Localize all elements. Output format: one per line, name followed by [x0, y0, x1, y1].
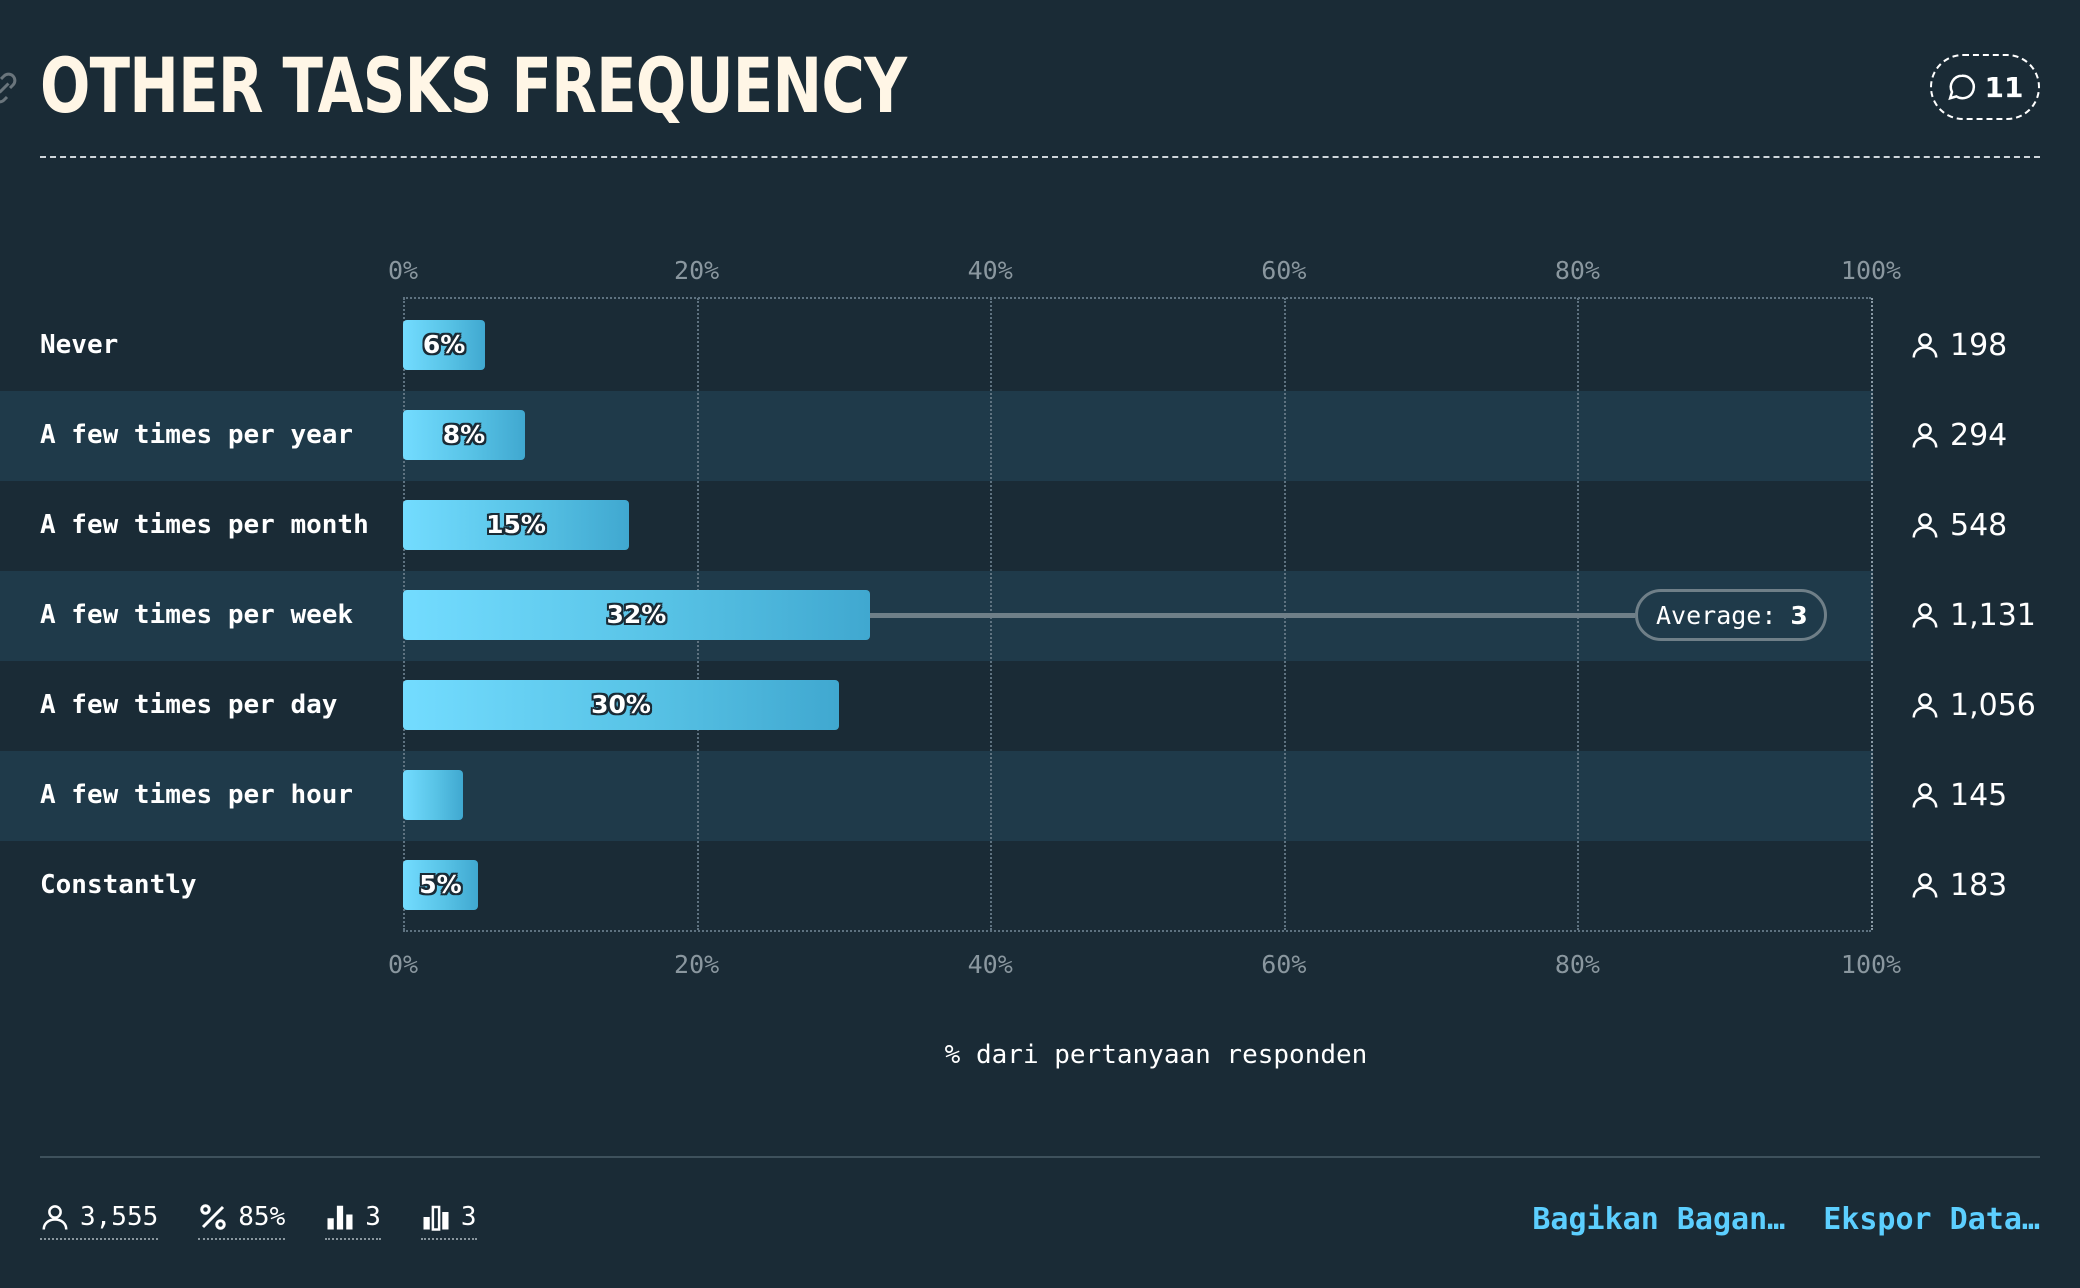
- bar[interactable]: [403, 770, 463, 820]
- respondent-count-value: 183: [1950, 868, 2007, 903]
- footer-divider: [40, 1156, 2040, 1158]
- x-tick-label-top: 60%: [1261, 256, 1306, 285]
- category-label: A few times per hour: [40, 780, 353, 810]
- x-tick-label-top: 20%: [674, 256, 719, 285]
- x-tick-label-top: 100%: [1841, 256, 1901, 285]
- respondent-count-value: 198: [1950, 328, 2007, 363]
- respondent-count-value: 145: [1950, 778, 2007, 813]
- user-icon: [1910, 510, 1940, 540]
- user-icon: [1910, 420, 1940, 450]
- category-label: A few times per year: [40, 420, 353, 450]
- bar-chart-icon: [325, 1202, 355, 1232]
- category-label: Constantly: [40, 870, 197, 900]
- footer-stats: 3,555 85% 3 3: [40, 1202, 477, 1240]
- median-value: 3: [461, 1202, 477, 1232]
- respondent-count-value: 548: [1950, 508, 2007, 543]
- respondents-value: 3,555: [80, 1202, 158, 1232]
- bar-value-label: 6%: [423, 320, 465, 370]
- mean-stat[interactable]: 3: [325, 1202, 381, 1240]
- bar-value-label: 32%: [606, 590, 666, 640]
- average-line: [870, 613, 1635, 618]
- export-data-link[interactable]: Ekspor Data…: [1823, 1202, 2040, 1237]
- respondent-count: 145: [1910, 777, 2007, 813]
- respondent-count: 198: [1910, 327, 2007, 363]
- x-tick-label-top: 80%: [1555, 256, 1600, 285]
- average-label: Average:: [1656, 601, 1776, 630]
- x-axis-title: % dari pertanyaan responden: [0, 1040, 2080, 1070]
- footer-actions: Bagikan Bagan… Ekspor Data…: [1532, 1202, 2040, 1237]
- user-icon: [1910, 690, 1940, 720]
- category-label: A few times per week: [40, 600, 353, 630]
- respondent-count: 1,131: [1910, 597, 2036, 633]
- respondent-count: 548: [1910, 507, 2007, 543]
- respondent-count-value: 1,056: [1950, 688, 2036, 723]
- bar-value-label: 8%: [443, 410, 485, 460]
- gridline: [1871, 298, 1873, 930]
- average-marker[interactable]: Average: 3: [1635, 589, 1827, 641]
- x-tick-label-bottom: 0%: [388, 950, 418, 979]
- x-tick-label-bottom: 60%: [1261, 950, 1306, 979]
- plot-frame-bottom: [403, 930, 1871, 932]
- x-tick-label-bottom: 80%: [1555, 950, 1600, 979]
- median-stat[interactable]: 3: [421, 1202, 477, 1240]
- x-tick-label-top: 40%: [968, 256, 1013, 285]
- respondent-count: 294: [1910, 417, 2007, 453]
- user-icon: [1910, 330, 1940, 360]
- bar-chart-alt-icon: [421, 1202, 451, 1232]
- bar-value-label: 15%: [486, 500, 546, 550]
- user-icon: [40, 1202, 70, 1232]
- respondents-stat[interactable]: 3,555: [40, 1202, 158, 1240]
- x-tick-label-bottom: 40%: [968, 950, 1013, 979]
- percent-stat[interactable]: 85%: [198, 1202, 285, 1240]
- category-label: A few times per day: [40, 690, 337, 720]
- share-chart-link[interactable]: Bagikan Bagan…: [1532, 1202, 1785, 1237]
- percent-value: 85%: [238, 1202, 285, 1232]
- user-icon: [1910, 780, 1940, 810]
- user-icon: [1910, 600, 1940, 630]
- average-value: 3: [1790, 601, 1807, 630]
- bar-value-label: 30%: [591, 680, 651, 730]
- x-tick-label-bottom: 20%: [674, 950, 719, 979]
- respondent-count: 183: [1910, 867, 2007, 903]
- plot-frame-top: [403, 297, 1871, 299]
- respondent-count-value: 294: [1950, 418, 2007, 453]
- user-icon: [1910, 870, 1940, 900]
- category-label: A few times per month: [40, 510, 369, 540]
- percent-icon: [198, 1202, 228, 1232]
- x-tick-label-top: 0%: [388, 256, 418, 285]
- category-label: Never: [40, 330, 118, 360]
- respondent-count-value: 1,131: [1950, 598, 2036, 633]
- x-tick-label-bottom: 100%: [1841, 950, 1901, 979]
- mean-value: 3: [365, 1202, 381, 1232]
- bar-value-label: 5%: [419, 860, 461, 910]
- respondent-count: 1,056: [1910, 687, 2036, 723]
